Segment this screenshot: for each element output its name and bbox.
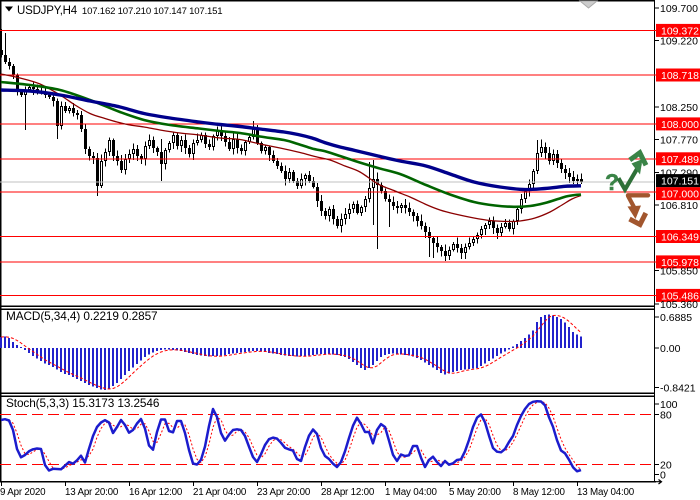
svg-text:9 Apr 2020: 9 Apr 2020 <box>0 487 46 498</box>
svg-text:105.850: 105.850 <box>660 266 698 278</box>
svg-text:Stoch(5,3,3) 15.3173 13.2546: Stoch(5,3,3) 15.3173 13.2546 <box>6 396 160 410</box>
svg-text:106.349: 106.349 <box>661 232 699 244</box>
svg-text:20: 20 <box>660 459 672 471</box>
svg-text:105.486: 105.486 <box>661 290 699 302</box>
svg-text:107.489: 107.489 <box>661 154 699 166</box>
svg-text:-0.8421: -0.8421 <box>660 383 696 395</box>
svg-text:109.700: 109.700 <box>660 3 698 15</box>
svg-text:109.372: 109.372 <box>661 25 699 37</box>
svg-text:108.250: 108.250 <box>660 102 698 114</box>
svg-text:5 May 20:00: 5 May 20:00 <box>449 487 501 498</box>
svg-text:107.770: 107.770 <box>660 135 698 147</box>
svg-text:21 Apr 04:00: 21 Apr 04:00 <box>193 487 247 498</box>
svg-text:1 May 04:00: 1 May 04:00 <box>385 487 437 498</box>
svg-text:105.360: 105.360 <box>660 299 698 311</box>
svg-text:28 Apr 12:00: 28 Apr 12:00 <box>321 487 375 498</box>
svg-text:107.151: 107.151 <box>661 176 699 188</box>
svg-text:13 Apr 20:00: 13 Apr 20:00 <box>65 487 119 498</box>
svg-text:USDJPY,H4 107.162 107.210 107: USDJPY,H4 107.162 107.210 107.147 107.15… <box>17 5 222 17</box>
svg-text:109.220: 109.220 <box>660 36 698 48</box>
svg-text:0: 0 <box>660 469 666 481</box>
svg-text:23 Apr 20:00: 23 Apr 20:00 <box>257 487 311 498</box>
svg-text:107.290: 107.290 <box>660 167 698 179</box>
svg-text:?: ? <box>605 169 619 195</box>
svg-text:MACD(5,34,4) 0.2219 0.2857: MACD(5,34,4) 0.2219 0.2857 <box>6 309 158 323</box>
svg-text:100: 100 <box>660 399 678 411</box>
svg-text:0.6885: 0.6885 <box>660 312 692 324</box>
svg-text:13 May 04:00: 13 May 04:00 <box>577 487 635 498</box>
svg-text:107.000: 107.000 <box>661 189 699 201</box>
svg-text:108.000: 108.000 <box>661 119 699 131</box>
svg-text:108.718: 108.718 <box>661 70 699 82</box>
svg-text:80: 80 <box>660 410 672 422</box>
svg-text:0.00: 0.00 <box>660 343 681 355</box>
svg-text:106.810: 106.810 <box>660 200 698 212</box>
svg-text:8 May 12:00: 8 May 12:00 <box>513 487 565 498</box>
svg-text:16 Apr 12:00: 16 Apr 12:00 <box>129 487 183 498</box>
svg-text:105.978: 105.978 <box>661 257 699 269</box>
